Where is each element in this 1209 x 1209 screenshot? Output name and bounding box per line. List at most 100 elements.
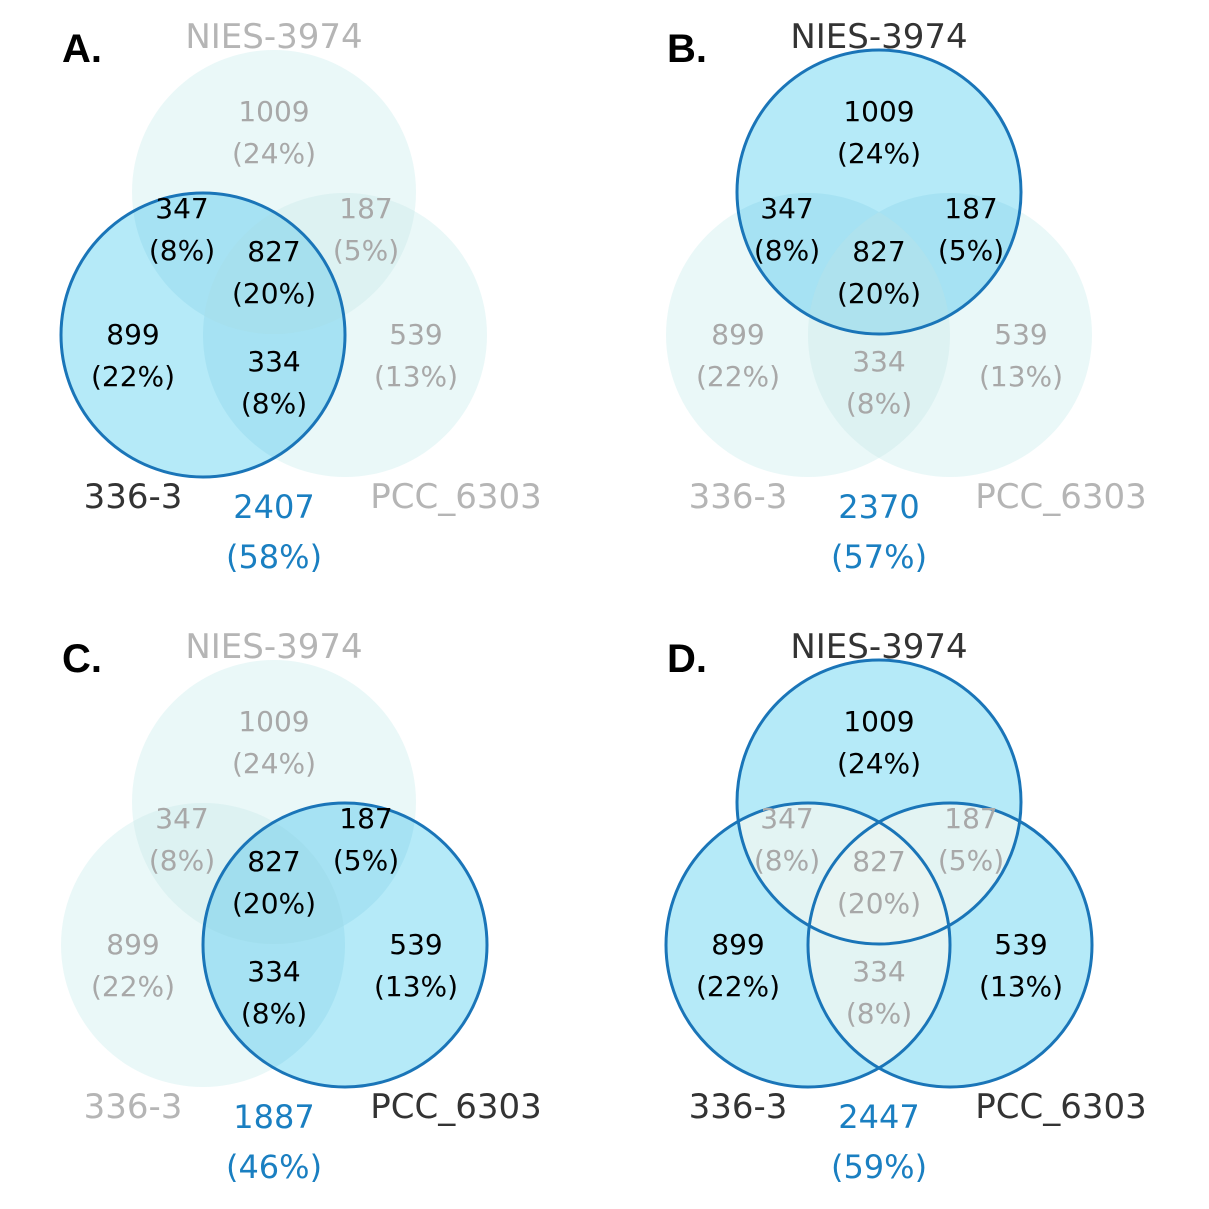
set-label-s336: 336-3 xyxy=(84,1087,183,1127)
overlap-nies-pcc xyxy=(203,193,416,334)
region-pct-nies_only: (24%) xyxy=(232,137,316,170)
region-count-nies_pcc: 187 xyxy=(944,192,997,225)
region-count-s336_pcc: 334 xyxy=(247,345,300,378)
circle-pcc-outline xyxy=(201,801,489,1089)
set-label-pcc: PCC_6303 xyxy=(370,477,542,517)
region-count-nies_pcc: 187 xyxy=(944,802,997,835)
set-label-nies: NIES-3974 xyxy=(185,627,362,667)
total-count: 2447 xyxy=(838,1098,919,1136)
panel-letter: A. xyxy=(62,27,102,71)
region-pct-nies_336: (8%) xyxy=(149,234,215,267)
region-pct-pcc_only: (13%) xyxy=(979,970,1063,1003)
venn-panel-b: B. NIES-3974 336-3 PCC_6303 1009 (24%) 347 (8%)… xyxy=(666,17,1147,576)
region-count-nies_only: 1009 xyxy=(843,95,914,128)
circle-nies-highlight xyxy=(737,50,1021,334)
region-pct-all_three: (20%) xyxy=(837,277,921,310)
region-count-all_three: 827 xyxy=(852,845,905,878)
set-label-pcc: PCC_6303 xyxy=(975,477,1147,517)
circle-s336-outline xyxy=(664,801,952,1089)
region-pct-nies_pcc: (5%) xyxy=(938,234,1004,267)
region-count-nies_pcc: 187 xyxy=(339,192,392,225)
set-label-s336: 336-3 xyxy=(689,477,788,517)
overlap-nies-pcc xyxy=(203,803,416,944)
panel-letter: B. xyxy=(667,27,707,71)
region-pct-all_three: (20%) xyxy=(232,277,316,310)
total-pct: (46%) xyxy=(226,1148,322,1186)
region-pct-s336_only: (22%) xyxy=(91,970,175,1003)
total-count: 2407 xyxy=(233,488,314,526)
region-count-nies_pcc: 187 xyxy=(339,802,392,835)
overlap-s336-pcc xyxy=(808,803,950,1087)
overlap-s336-pcc xyxy=(203,803,345,1087)
region-pct-all_three: (20%) xyxy=(837,887,921,920)
region-count-s336_pcc: 334 xyxy=(852,345,905,378)
region-pct-nies_pcc: (5%) xyxy=(333,234,399,267)
set-label-s336: 336-3 xyxy=(84,477,183,517)
total-pct: (57%) xyxy=(831,538,927,576)
total-pct: (58%) xyxy=(226,538,322,576)
region-pct-all_three: (20%) xyxy=(232,887,316,920)
region-pct-nies_only: (24%) xyxy=(232,747,316,780)
set-label-pcc: PCC_6303 xyxy=(975,1087,1147,1127)
region-count-s336_only: 899 xyxy=(711,318,764,351)
circle-pcc-highlight xyxy=(203,803,487,1087)
region-count-nies_only: 1009 xyxy=(843,705,914,738)
region-pct-s336_pcc: (8%) xyxy=(241,997,307,1030)
circle-nies-outline xyxy=(735,658,1023,946)
region-pct-pcc_only: (13%) xyxy=(374,970,458,1003)
region-pct-s336_only: (22%) xyxy=(91,360,175,393)
venn-panel-a: A. NIES-3974 336-3 PCC_6303 1009 (24%) 347 (8%)… xyxy=(59,17,542,576)
region-count-nies_336: 347 xyxy=(760,192,813,225)
region-count-s336_only: 899 xyxy=(106,318,159,351)
region-count-all_three: 827 xyxy=(247,235,300,268)
circle-nies-outline xyxy=(735,48,1023,336)
region-pct-s336_pcc: (8%) xyxy=(241,387,307,420)
total-count: 1887 xyxy=(233,1098,314,1136)
circle-s336-outline xyxy=(59,191,347,479)
region-count-all_three: 827 xyxy=(247,845,300,878)
region-count-s336_pcc: 334 xyxy=(247,955,300,988)
set-label-nies: NIES-3974 xyxy=(185,17,362,57)
overlap-nies-pcc xyxy=(808,193,1021,334)
region-count-all_three: 827 xyxy=(852,235,905,268)
region-pct-s336_pcc: (8%) xyxy=(846,387,912,420)
region-pct-nies_pcc: (5%) xyxy=(938,844,1004,877)
total-pct: (59%) xyxy=(831,1148,927,1186)
region-count-pcc_only: 539 xyxy=(994,928,1047,961)
region-count-pcc_only: 539 xyxy=(389,928,442,961)
set-label-pcc: PCC_6303 xyxy=(370,1087,542,1127)
overlap-s336-pcc xyxy=(808,193,950,477)
region-pct-nies_pcc: (5%) xyxy=(333,844,399,877)
region-pct-nies_336: (8%) xyxy=(754,234,820,267)
circle-s336-highlight xyxy=(61,193,345,477)
total-count: 2370 xyxy=(838,488,919,526)
region-pct-nies_only: (24%) xyxy=(837,747,921,780)
region-pct-nies_only: (24%) xyxy=(837,137,921,170)
region-count-s336_pcc: 334 xyxy=(852,955,905,988)
circle-pcc-outline xyxy=(806,801,1094,1089)
region-pct-s336_only: (22%) xyxy=(696,360,780,393)
set-label-nies: NIES-3974 xyxy=(790,627,967,667)
region-count-nies_336: 347 xyxy=(760,802,813,835)
region-count-s336_only: 899 xyxy=(106,928,159,961)
region-count-nies_only: 1009 xyxy=(238,705,309,738)
region-pct-pcc_only: (13%) xyxy=(374,360,458,393)
region-count-pcc_only: 539 xyxy=(994,318,1047,351)
set-label-nies: NIES-3974 xyxy=(790,17,967,57)
region-pct-s336_pcc: (8%) xyxy=(846,997,912,1030)
venn-panel-d: D. NIES-3974 336-3 PCC_6303 1009 (24%) 347 (8%)… xyxy=(664,627,1147,1186)
region-pct-s336_only: (22%) xyxy=(696,970,780,1003)
region-pct-pcc_only: (13%) xyxy=(979,360,1063,393)
panel-letter: C. xyxy=(62,637,102,681)
overlap-nies-s336 xyxy=(132,193,345,334)
overlap-nies-s336 xyxy=(737,193,950,334)
venn-panel-c: C. NIES-3974 336-3 PCC_6303 1009 (24%) 347 (8%)… xyxy=(61,627,542,1186)
region-pct-nies_336: (8%) xyxy=(754,844,820,877)
region-count-pcc_only: 539 xyxy=(389,318,442,351)
region-count-s336_only: 899 xyxy=(711,928,764,961)
overlap-s336-pcc xyxy=(203,193,345,477)
region-count-nies_336: 347 xyxy=(155,802,208,835)
panel-letter: D. xyxy=(667,637,707,681)
overlap-nies-s336 xyxy=(132,803,345,944)
